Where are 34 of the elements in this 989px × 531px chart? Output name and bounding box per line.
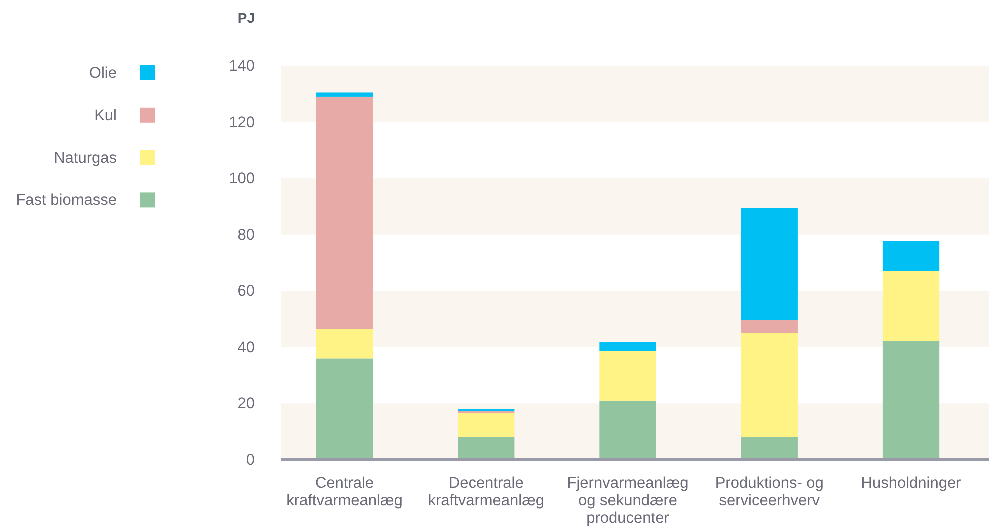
y-tick-label: 40 — [238, 338, 256, 356]
bar — [882, 271, 940, 342]
legend-label: Fast biomasse — [16, 192, 117, 209]
bar — [316, 92, 374, 97]
y-tick-label: 0 — [246, 452, 256, 468]
x-tick-label: Centrale kraftvarmeanlæg — [286, 475, 403, 510]
bar — [882, 341, 940, 460]
legend-label: Naturgas — [54, 149, 118, 166]
x-tick-label: Decentrale kraftvarmeanlæg — [428, 475, 545, 510]
bar — [882, 241, 940, 272]
legend-label: Kul — [94, 106, 117, 124]
bar — [741, 437, 798, 460]
bar — [316, 96, 374, 330]
x-tick-label: Husholdninger — [861, 475, 962, 492]
x-tick-label: Produktions- og serviceerhverv — [715, 475, 824, 510]
y-tick-label: 140 — [229, 58, 256, 74]
bar — [600, 400, 656, 460]
bar — [741, 208, 798, 320]
bar — [600, 342, 656, 352]
bar — [458, 437, 515, 460]
y-tick-label: 80 — [238, 226, 256, 244]
bar — [458, 413, 515, 438]
bar — [741, 320, 798, 334]
bar — [600, 351, 656, 401]
bar — [741, 333, 798, 438]
bar — [316, 358, 374, 460]
legend-label: Olie — [89, 64, 117, 82]
x-tick-label: Fjernvarmeanlæg og sekundære producenter — [567, 475, 689, 527]
y-tick-label: 100 — [229, 170, 256, 188]
y-tick-label: 60 — [238, 282, 256, 300]
y-tick-label: 20 — [238, 395, 256, 412]
y-tick-label: 120 — [229, 114, 256, 131]
y-axis-title: PJ — [238, 10, 255, 26]
bar — [316, 329, 374, 359]
